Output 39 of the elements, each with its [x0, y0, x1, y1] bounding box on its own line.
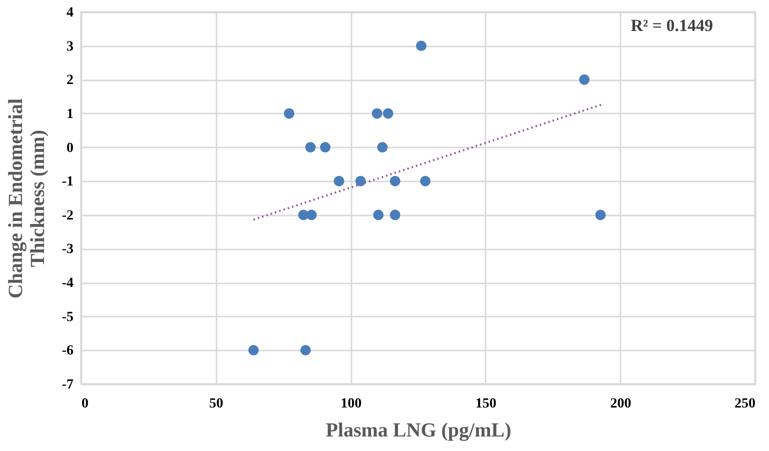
y-tick-label: -3	[62, 242, 74, 258]
y-tick-label: -4	[62, 276, 74, 292]
point	[320, 142, 330, 153]
x-tick-label: 50	[209, 396, 224, 412]
y-tick-label: 4	[66, 6, 74, 20]
point	[284, 108, 294, 119]
point	[300, 344, 311, 356]
point	[248, 344, 259, 356]
point	[595, 210, 606, 220]
x-tick-label: 0	[82, 396, 88, 412]
y-tick-label: -7	[62, 378, 74, 392]
y-tick-label: 0	[66, 140, 74, 156]
point	[416, 40, 426, 52]
x-tick-label: 250	[734, 396, 756, 412]
point	[306, 210, 317, 220]
point	[390, 210, 400, 220]
x-axis-title: Plasma LNG (pg/mL)	[326, 420, 512, 442]
point	[373, 210, 384, 220]
point	[377, 142, 388, 153]
y-tick-label: -1	[62, 174, 74, 190]
y-tick-label: 1	[66, 106, 74, 122]
y-tick-label: 2	[66, 73, 74, 88]
y-tick-label: -2	[62, 208, 74, 224]
x-tick-label: 150	[475, 396, 496, 412]
point	[372, 108, 382, 119]
point	[420, 176, 431, 186]
point	[334, 176, 344, 186]
point	[355, 176, 366, 186]
point	[305, 142, 316, 153]
annotation: R² = 0.1449	[630, 16, 713, 35]
y-tick-label: 3	[66, 39, 74, 54]
y-axis-title: Change in Endometrial Thickness (mm)	[4, 98, 49, 299]
y-tick-label: -6	[62, 344, 74, 359]
point	[382, 108, 394, 119]
x-tick-label: 200	[610, 396, 632, 412]
point	[390, 176, 400, 186]
x-tick-label: 100	[340, 396, 362, 412]
y-tick-label: -5	[62, 310, 74, 325]
point	[579, 74, 590, 85]
